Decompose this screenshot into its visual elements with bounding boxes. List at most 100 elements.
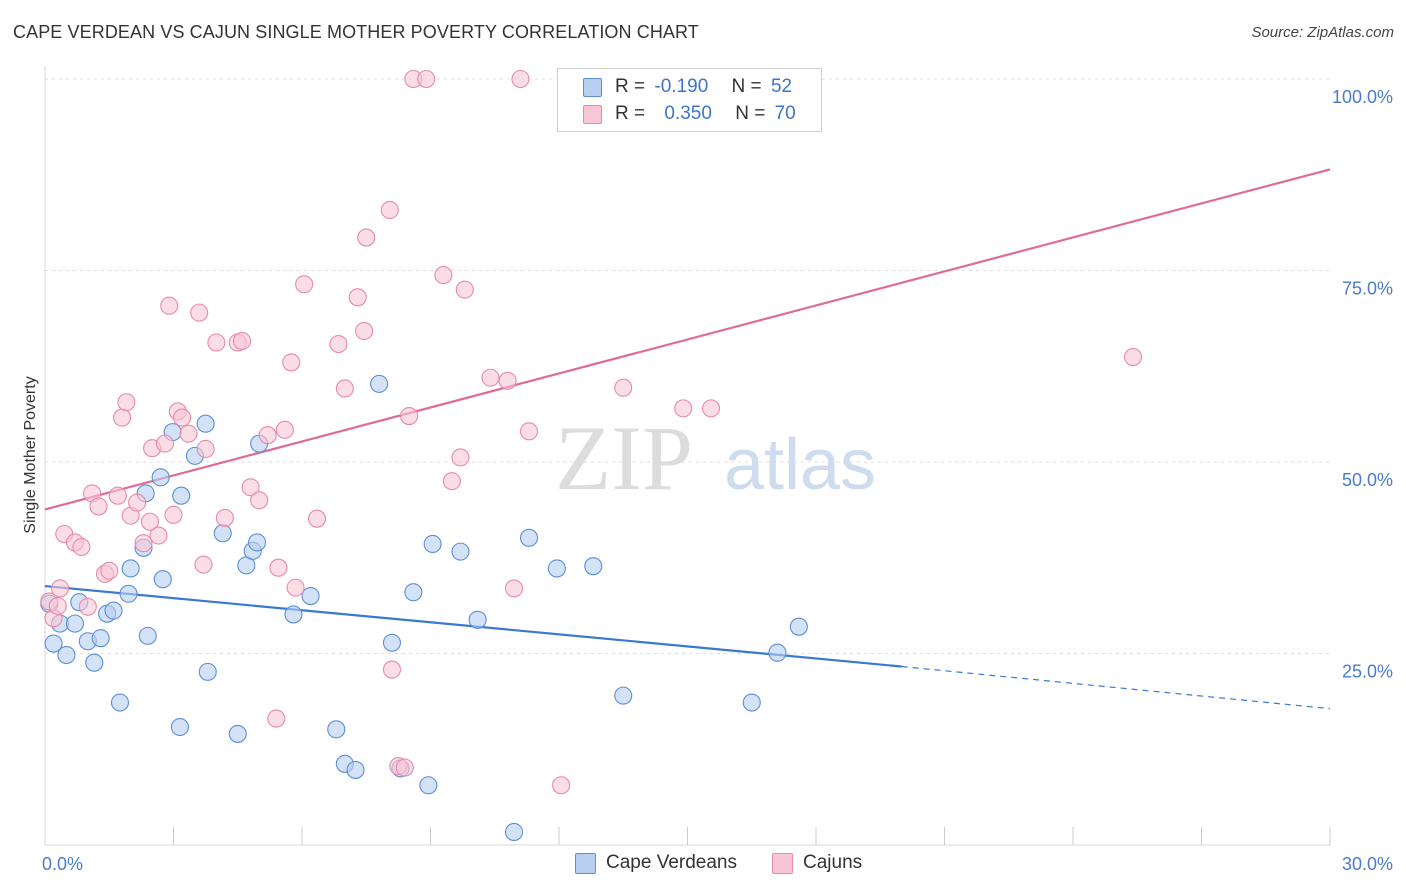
x-tick-label-1: 30.0%	[1342, 854, 1393, 874]
bottom-legend-swatch-cape-verdeans	[575, 853, 596, 874]
point-s1-43	[307, 509, 327, 528]
legend-r-label: R =	[615, 76, 646, 97]
axes	[44, 66, 1331, 846]
watermark-zip: ZIP	[555, 407, 693, 509]
point-s1-45	[335, 379, 354, 398]
point-s0-31	[284, 605, 303, 624]
point-s1-48	[357, 228, 376, 247]
point-s0-33	[327, 720, 346, 739]
point-s1-69	[1123, 348, 1143, 367]
y-tick-label-1: 50.0%	[1342, 470, 1393, 490]
legend-n-label: N =	[735, 103, 766, 124]
point-s0-11	[110, 693, 130, 712]
point-s0-21	[172, 486, 191, 505]
point-s1-7	[78, 597, 97, 616]
point-s1-33	[232, 331, 252, 351]
legend-n-label: N =	[731, 76, 762, 97]
point-s0-36	[370, 374, 389, 393]
point-s0-23	[196, 414, 215, 433]
point-s0-40	[419, 776, 438, 795]
point-s1-38	[269, 558, 288, 577]
point-s0-24	[198, 662, 217, 681]
point-s0-42	[451, 542, 470, 561]
bottom-legend-label-cajuns: Cajuns	[803, 852, 863, 873]
watermark: ZIP atlas	[555, 407, 876, 509]
point-s0-18	[153, 570, 172, 589]
point-s0-44	[504, 822, 524, 842]
point-s1-9	[89, 497, 108, 516]
legend-r-label: R =	[615, 103, 646, 124]
point-s1-37	[267, 709, 286, 728]
point-s1-20	[149, 526, 168, 545]
point-s1-64	[519, 422, 539, 441]
point-s1-40	[282, 353, 301, 372]
point-s0-35	[346, 760, 365, 779]
legend-swatch-cape-verdeans	[583, 78, 602, 97]
point-s1-2	[48, 596, 67, 616]
point-s1-41	[286, 578, 305, 597]
point-s1-44	[329, 334, 348, 354]
point-s0-41	[423, 534, 442, 554]
point-s1-3	[50, 579, 70, 598]
y-tick-label-0: 25.0%	[1342, 662, 1393, 682]
point-s1-58	[451, 448, 470, 467]
data-points	[40, 69, 1143, 842]
point-s1-50	[382, 660, 402, 679]
point-s1-52	[395, 758, 414, 777]
tick-labels: 25.0% 50.0% 75.0% 100.0% 0.0% 30.0%	[42, 87, 1393, 874]
point-s0-12	[119, 584, 138, 603]
source-label: Source: ZipAtlas.com	[1251, 24, 1394, 41]
point-s0-32	[301, 586, 320, 606]
point-s0-37	[382, 633, 402, 652]
point-s0-47	[584, 557, 603, 576]
point-s1-6	[72, 537, 91, 557]
point-s0-29	[247, 533, 267, 552]
point-s1-18	[140, 512, 159, 531]
point-s1-31	[215, 508, 234, 527]
watermark-atlas: atlas	[724, 425, 876, 505]
point-s1-56	[434, 266, 453, 285]
point-s1-13	[113, 408, 132, 427]
point-s1-66	[614, 378, 633, 397]
point-s0-13	[121, 559, 140, 578]
point-s1-61	[498, 371, 517, 390]
point-s1-46	[348, 288, 367, 307]
point-s1-39	[275, 420, 294, 439]
point-s0-49	[742, 693, 761, 712]
point-s1-42	[295, 275, 314, 294]
y-tick-label-2: 75.0%	[1342, 279, 1393, 299]
point-s1-63	[511, 69, 530, 89]
bottom-legend: Cape Verdeans Cajuns	[0, 851, 1406, 877]
point-s1-67	[674, 399, 693, 418]
point-s1-57	[442, 472, 461, 491]
point-s1-26	[179, 424, 198, 443]
point-s0-4	[65, 614, 85, 633]
point-s0-39	[404, 583, 423, 602]
point-s0-48	[614, 686, 633, 705]
point-s1-59	[455, 280, 474, 299]
point-s1-25	[173, 408, 192, 427]
bottom-legend-label-cape-verdeans: Cape Verdeans	[606, 852, 737, 873]
point-s1-16	[128, 493, 147, 512]
point-s1-28	[194, 555, 213, 574]
point-s1-17	[134, 534, 153, 553]
chart-title: CAPE VERDEAN VS CAJUN SINGLE MOTHER POVE…	[13, 22, 699, 42]
point-s1-30	[207, 333, 226, 352]
point-s0-46	[547, 559, 566, 578]
point-s1-14	[117, 393, 136, 412]
point-s1-12	[108, 486, 127, 505]
point-s1-29	[196, 439, 215, 459]
point-s1-68	[702, 399, 721, 418]
y-tick-label-3: 100.0%	[1332, 87, 1393, 107]
point-s0-50	[768, 643, 787, 662]
x-tick-label-0: 0.0%	[42, 854, 83, 874]
point-s1-62	[504, 579, 524, 598]
point-s1-11	[100, 561, 119, 580]
legend-r-value: -0.190	[654, 76, 709, 97]
point-s0-20	[170, 717, 189, 737]
point-s1-21	[155, 434, 174, 453]
point-s0-7	[85, 653, 104, 672]
point-s1-36	[258, 426, 277, 445]
point-s0-1	[44, 634, 63, 653]
